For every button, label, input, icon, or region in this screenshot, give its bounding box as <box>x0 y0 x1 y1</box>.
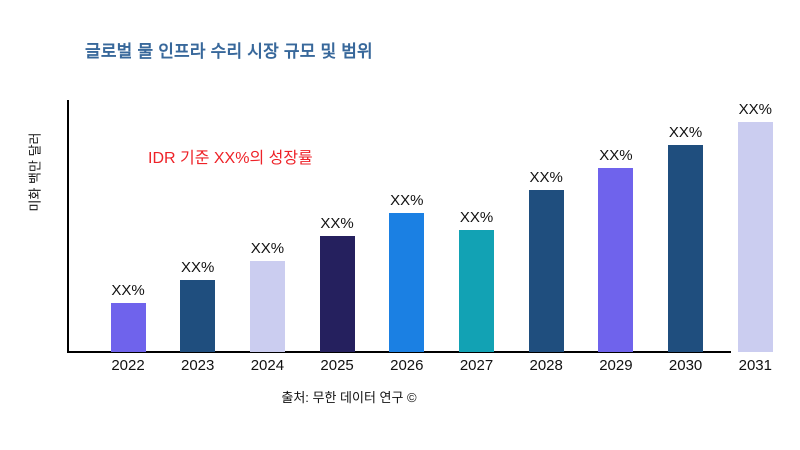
bar-2024 <box>249 260 285 352</box>
bar-value-label-2030: XX% <box>668 124 703 141</box>
x-tick-2023: 2023 <box>181 357 215 374</box>
bar-2022 <box>110 303 146 352</box>
growth-rate-annotation: IDR 기준 XX%의 성장률 <box>148 150 313 167</box>
bar-2027 <box>459 230 494 352</box>
bar-value-label-2022: XX% <box>111 282 145 299</box>
bar-value-label-2024: XX% <box>250 239 285 257</box>
bar-2028 <box>528 190 564 352</box>
x-tick-2029: 2029 <box>599 357 633 374</box>
source-caption: 출처: 무한 데이터 연구 © <box>281 390 417 405</box>
x-tick-2025: 2025 <box>320 357 354 374</box>
bar-2030 <box>668 145 704 352</box>
bar-2025 <box>319 236 355 352</box>
bar-value-label-2031: XX% <box>738 101 772 118</box>
x-axis-line <box>67 351 731 353</box>
x-tick-2031: 2031 <box>738 357 772 374</box>
x-tick-2027: 2027 <box>459 357 494 374</box>
bar-2031 <box>737 122 773 352</box>
bar-2029 <box>598 168 634 352</box>
bar-value-label-2023: XX% <box>181 259 215 276</box>
bar-value-label-2027: XX% <box>459 209 494 227</box>
bar-value-label-2026: XX% <box>390 192 424 210</box>
y-axis-line <box>67 100 69 353</box>
bar-value-label-2028: XX% <box>529 169 563 187</box>
x-tick-2030: 2030 <box>668 357 703 374</box>
bar-2026 <box>389 213 425 352</box>
bar-2023 <box>180 280 216 352</box>
x-tick-2026: 2026 <box>390 357 424 374</box>
chart-title: 글로벌 물 인프라 수리 시장 규모 및 범위 <box>85 42 373 61</box>
bar-value-label-2025: XX% <box>320 215 354 233</box>
x-tick-2022: 2022 <box>111 357 145 374</box>
x-tick-2024: 2024 <box>250 357 285 374</box>
y-axis-label: 미화 백만 달러 <box>27 132 43 212</box>
x-tick-2028: 2028 <box>529 357 563 374</box>
bar-value-label-2029: XX% <box>599 147 633 164</box>
